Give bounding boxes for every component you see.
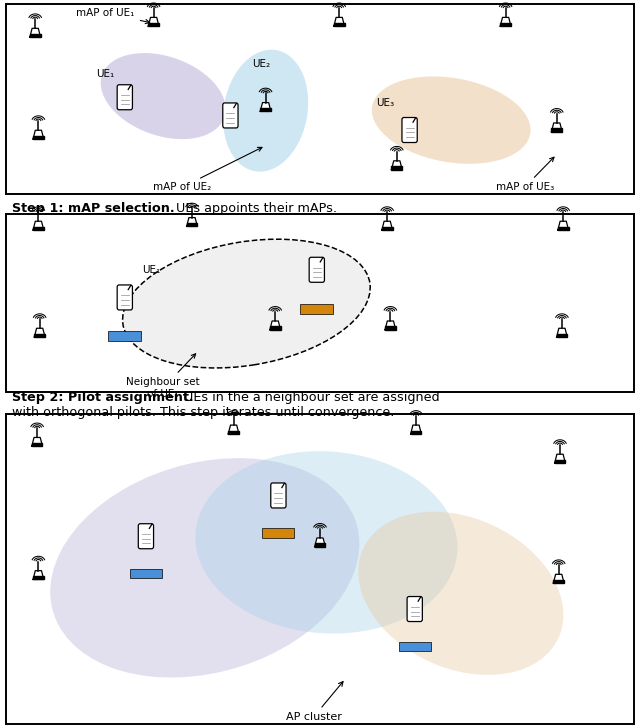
Polygon shape (30, 33, 40, 37)
Polygon shape (228, 430, 239, 434)
Ellipse shape (372, 76, 531, 164)
Polygon shape (555, 459, 565, 463)
Text: Step 2: Pilot assignment.: Step 2: Pilot assignment. (12, 391, 193, 404)
Polygon shape (315, 543, 325, 547)
Text: UE₃: UE₃ (376, 98, 394, 108)
Text: UE₂: UE₂ (252, 59, 270, 69)
Ellipse shape (123, 240, 370, 368)
Polygon shape (554, 574, 564, 583)
FancyBboxPatch shape (407, 596, 422, 622)
Polygon shape (552, 123, 562, 132)
Polygon shape (392, 161, 402, 170)
Polygon shape (558, 226, 568, 230)
Polygon shape (382, 226, 392, 230)
Polygon shape (558, 221, 568, 230)
Polygon shape (382, 221, 392, 230)
Polygon shape (500, 17, 511, 26)
Polygon shape (260, 108, 271, 111)
Polygon shape (392, 166, 402, 170)
Polygon shape (148, 17, 159, 26)
Text: mAP of UE₂: mAP of UE₂ (153, 147, 262, 192)
Text: UE₁: UE₁ (97, 68, 115, 79)
Polygon shape (33, 226, 44, 230)
Polygon shape (500, 23, 511, 26)
Polygon shape (270, 321, 280, 330)
Polygon shape (35, 333, 45, 337)
Polygon shape (32, 443, 42, 446)
Polygon shape (555, 454, 565, 463)
Bar (6, 414, 634, 724)
FancyBboxPatch shape (138, 523, 154, 549)
Bar (262, 529, 294, 537)
FancyBboxPatch shape (117, 84, 132, 110)
Polygon shape (187, 218, 197, 226)
FancyBboxPatch shape (271, 483, 286, 508)
Ellipse shape (100, 53, 226, 139)
Polygon shape (187, 223, 197, 226)
Polygon shape (33, 576, 44, 579)
Polygon shape (334, 17, 344, 26)
Polygon shape (30, 28, 40, 37)
Bar (130, 569, 162, 578)
Polygon shape (33, 221, 44, 230)
Polygon shape (334, 23, 344, 26)
Bar (300, 304, 333, 314)
Polygon shape (557, 333, 567, 337)
Bar (108, 331, 141, 341)
Bar (6, 214, 634, 392)
Polygon shape (554, 579, 564, 583)
Polygon shape (228, 425, 239, 434)
Polygon shape (315, 538, 325, 547)
Text: UEs in the a neighbour set are assigned: UEs in the a neighbour set are assigned (180, 391, 440, 404)
Ellipse shape (223, 50, 308, 172)
Polygon shape (260, 103, 271, 111)
Polygon shape (33, 135, 44, 139)
Text: Neighbour set
of UE₁: Neighbour set of UE₁ (126, 354, 200, 399)
Polygon shape (411, 430, 421, 434)
Polygon shape (411, 425, 421, 434)
Polygon shape (385, 326, 396, 330)
Text: Step 1: mAP selection.: Step 1: mAP selection. (12, 202, 174, 215)
Text: AP cluster: AP cluster (285, 681, 343, 722)
Text: mAP of UE₃: mAP of UE₃ (495, 157, 554, 192)
Polygon shape (552, 128, 562, 132)
Polygon shape (32, 438, 42, 446)
FancyBboxPatch shape (223, 103, 238, 128)
FancyBboxPatch shape (309, 257, 324, 282)
Polygon shape (35, 328, 45, 337)
Ellipse shape (358, 512, 563, 675)
Text: UE₁: UE₁ (143, 265, 161, 275)
Polygon shape (33, 571, 44, 579)
Polygon shape (33, 130, 44, 139)
Bar (399, 642, 431, 651)
FancyBboxPatch shape (402, 117, 417, 143)
Polygon shape (270, 326, 280, 330)
Text: mAP of UE₁: mAP of UE₁ (76, 8, 150, 23)
Text: with orthogonal pilots. This step iterates until convergence.: with orthogonal pilots. This step iterat… (12, 405, 394, 419)
FancyBboxPatch shape (117, 285, 132, 310)
Polygon shape (148, 23, 159, 26)
Ellipse shape (195, 451, 458, 633)
Text: UEs appoints their mAPs.: UEs appoints their mAPs. (172, 202, 337, 215)
Polygon shape (385, 321, 396, 330)
Polygon shape (557, 328, 567, 337)
Bar (6, 4, 634, 194)
Ellipse shape (50, 458, 360, 678)
